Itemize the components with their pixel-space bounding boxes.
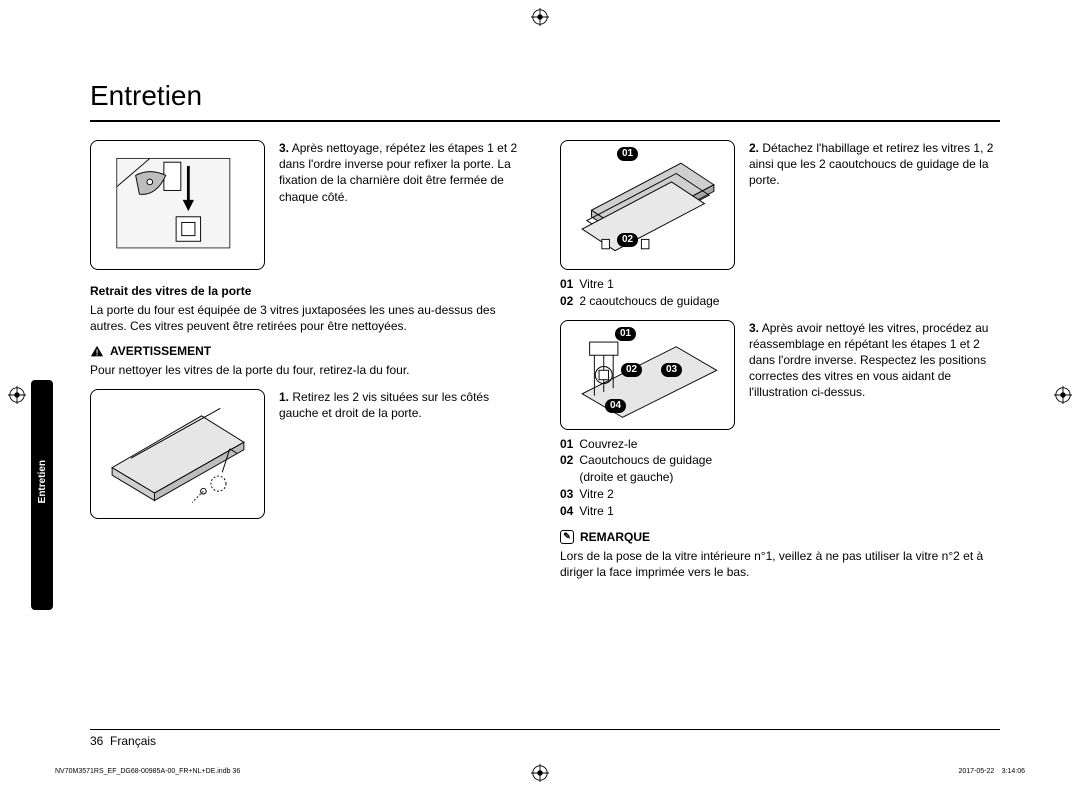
callout-01a: 01	[617, 147, 638, 161]
left-step1: 1. Retirez les 2 vis situées sur les côt…	[279, 389, 530, 421]
left-step3: 3. Après nettoyage, répétez les étapes 1…	[279, 140, 530, 205]
legend2: 01Couvrez-le 02Caoutchoucs de guidage (d…	[560, 436, 735, 520]
warning-text: Pour nettoyer les vitres de la porte du …	[90, 362, 530, 378]
title-rule	[90, 120, 1000, 122]
footer-lang: Français	[110, 734, 156, 748]
legend1: 01Vitre 1 022 caoutchoucs de guidage	[560, 276, 735, 310]
fig1-wrap: 01 02 01Vitre 1 022 caoutchoucs de guida…	[560, 140, 735, 310]
regmark-top	[531, 8, 549, 26]
glass-removal-intro: La porte du four est équipée de 3 vitres…	[90, 302, 530, 334]
regmark-left	[8, 386, 26, 404]
warning-label: AVERTISSEMENT	[110, 344, 211, 358]
right-column: 01 02 01Vitre 1 022 caoutchoucs de guida…	[560, 140, 1000, 580]
figure-glass-rubber: 01 02	[560, 140, 735, 270]
callout-01b: 01	[615, 327, 636, 341]
note-text: Lors de la pose de la vitre intérieure n…	[560, 548, 1000, 580]
figure-glass-layers: 01 02 03 04	[560, 320, 735, 430]
page-title: Entretien	[90, 80, 1000, 112]
left-column: 3. Après nettoyage, répétez les étapes 1…	[90, 140, 530, 580]
svg-text:!: !	[96, 349, 99, 358]
footer: 36 Français	[90, 734, 156, 748]
side-tab-label: Entretien	[37, 460, 48, 503]
regmark-bottom	[531, 764, 549, 782]
right-step2: 2. Détachez l'habillage et retirez les v…	[749, 140, 1000, 189]
callout-04b: 04	[605, 399, 626, 413]
footer-rule	[90, 729, 1000, 730]
note-heading: ✎ REMARQUE	[560, 530, 1000, 544]
callout-02a: 02	[617, 233, 638, 247]
warning-heading: ! AVERTISSEMENT	[90, 344, 530, 358]
subhead-glass-removal: Retrait des vitres de la porte	[90, 284, 530, 298]
figure-hinge	[90, 140, 265, 270]
callout-02b: 02	[621, 363, 642, 377]
figure-screws	[90, 389, 265, 519]
content-columns: 3. Après nettoyage, répétez les étapes 1…	[90, 140, 1000, 580]
warning-icon: !	[90, 345, 104, 357]
callout-03b: 03	[661, 363, 682, 377]
regmark-right	[1054, 386, 1072, 404]
print-info-left: NV70M3571RS_EF_DG68-00985A-00_FR+NL+DE.i…	[55, 768, 240, 775]
note-label: REMARQUE	[580, 530, 650, 544]
side-tab: Entretien	[31, 380, 53, 610]
print-info-right: 2017-05-22 3:14:06	[958, 768, 1025, 775]
note-icon: ✎	[560, 530, 574, 544]
page-number: 36	[90, 734, 103, 748]
fig2-wrap: 01 02 03 04 01Couvrez-le 02Caoutchoucs d…	[560, 320, 735, 520]
right-step3: 3. Après avoir nettoyé les vitres, procé…	[749, 320, 1000, 401]
